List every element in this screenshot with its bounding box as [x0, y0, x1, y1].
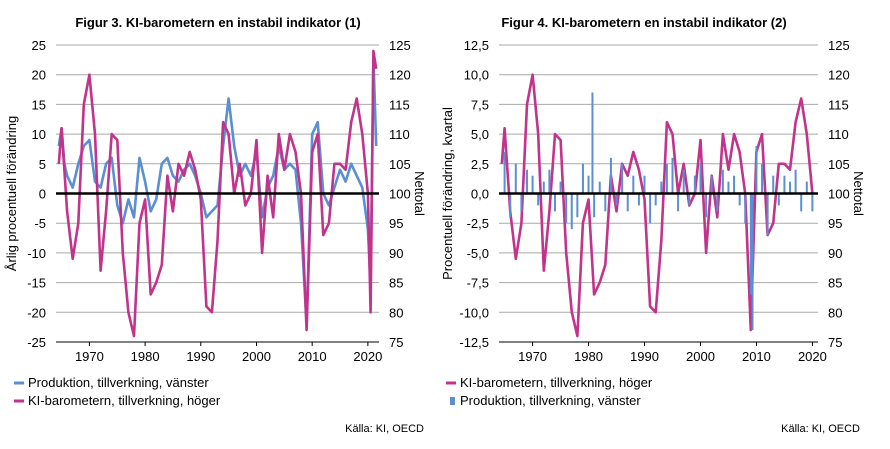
- y-tick-right: 115: [828, 97, 849, 112]
- y-tick-left: -5: [34, 216, 46, 231]
- x-tick: 2020: [353, 349, 382, 364]
- y-tick-left: 15: [32, 97, 46, 112]
- x-tick: 2010: [298, 349, 327, 364]
- y-tick-right: 110: [828, 127, 849, 142]
- y-tick-left: 0,0: [471, 187, 489, 202]
- x-tick: 1970: [518, 349, 547, 364]
- y-tick-left: 7,5: [471, 97, 489, 112]
- x-tick: 1970: [75, 349, 104, 364]
- legend-label: KI-barometern, tillverkning, höger: [460, 375, 653, 390]
- y-tick-right: 95: [828, 216, 842, 231]
- source-note: Källa: KI, OECD: [781, 423, 860, 435]
- source-note: Källa: KI, OECD: [345, 423, 424, 435]
- y-tick-right: 75: [828, 335, 842, 350]
- legend-label: Produktion, tillverkning, vänster: [460, 393, 641, 408]
- x-tick: 1990: [630, 349, 659, 364]
- chart-title: Figur 4. KI-barometern en instabil indik…: [501, 15, 786, 30]
- chart-title: Figur 3. KI-barometern en instabil indik…: [75, 15, 360, 30]
- y-tick-right: 80: [389, 305, 403, 320]
- y-tick-left: -25: [27, 335, 46, 350]
- y-tick-right: 90: [828, 246, 842, 261]
- y-tick-right: 100: [389, 187, 411, 202]
- y-tick-left: 2,5: [471, 157, 489, 172]
- y-tick-left: -20: [27, 305, 46, 320]
- chart-figur-4: Figur 4. KI-barometern en instabil indik…: [440, 15, 866, 435]
- x-tick: 2000: [242, 349, 271, 364]
- y-tick-left: -7,5: [467, 276, 489, 291]
- y-tick-right: 100: [828, 187, 850, 202]
- x-tick: 1980: [574, 349, 603, 364]
- x-tick: 1980: [131, 349, 160, 364]
- y-tick-right: 125: [828, 38, 850, 53]
- series-line: [57, 49, 378, 338]
- y-tick-left: 10: [32, 127, 46, 142]
- y-tick-right: 90: [389, 246, 403, 261]
- y-tick-left: 10,0: [464, 68, 489, 83]
- y-tick-right: 85: [828, 276, 842, 291]
- y-tick-left: 5: [39, 157, 46, 172]
- y-tick-left: -15: [27, 276, 46, 291]
- series-line: [57, 55, 378, 326]
- y-tick-right: 115: [389, 97, 410, 112]
- y-tick-left: -10: [27, 246, 46, 261]
- legend-swatch: [450, 397, 455, 405]
- y-tick-right: 85: [389, 276, 403, 291]
- x-tick: 2020: [798, 349, 827, 364]
- y-tick-left: -10,0: [459, 305, 489, 320]
- y-axis-label-right: Nettotal: [412, 171, 427, 216]
- x-tick: 2010: [742, 349, 771, 364]
- y-tick-left: -2,5: [467, 216, 489, 231]
- y-tick-left: 5,0: [471, 127, 489, 142]
- chart-figur-3: Figur 3. KI-barometern en instabil indik…: [4, 15, 427, 435]
- y-axis-label-left: Årlig procentuell förändring: [4, 116, 19, 271]
- x-tick: 2000: [686, 349, 715, 364]
- y-tick-right: 105: [828, 157, 850, 172]
- y-tick-right: 80: [828, 305, 842, 320]
- y-axis-label-left: Procentuell förändring, kvartal: [440, 107, 455, 280]
- y-tick-right: 110: [389, 127, 410, 142]
- y-tick-right: 120: [828, 68, 850, 83]
- y-tick-left: 0: [39, 187, 46, 202]
- y-tick-right: 95: [389, 216, 403, 231]
- x-tick: 1990: [186, 349, 215, 364]
- y-tick-left: 12,5: [464, 38, 489, 53]
- series-line: [500, 73, 814, 338]
- y-tick-right: 125: [389, 38, 411, 53]
- y-tick-left: -5,0: [467, 246, 489, 261]
- y-tick-right: 75: [389, 335, 403, 350]
- y-tick-right: 105: [389, 157, 411, 172]
- y-tick-left: 20: [32, 68, 46, 83]
- legend-label: Produktion, tillverkning, vänster: [28, 375, 209, 390]
- y-axis-label-right: Nettotal: [851, 171, 866, 216]
- y-tick-left: 25: [32, 38, 46, 53]
- y-tick-left: -12,5: [459, 335, 489, 350]
- y-tick-right: 120: [389, 68, 411, 83]
- legend-label: KI-barometern, tillverkning, höger: [28, 393, 221, 408]
